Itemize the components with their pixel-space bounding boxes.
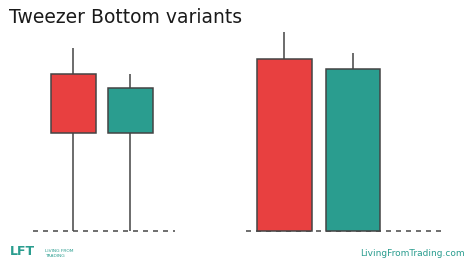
Text: Tweezer Bottom variants: Tweezer Bottom variants — [9, 8, 243, 27]
Text: LIVING FROM
TRADING: LIVING FROM TRADING — [45, 248, 73, 258]
Text: LFT: LFT — [9, 245, 35, 258]
Bar — [257, 59, 311, 231]
Text: LivingFromTrading.com: LivingFromTrading.com — [360, 249, 465, 258]
Bar — [108, 88, 153, 133]
Bar — [51, 74, 96, 133]
Bar — [326, 69, 380, 231]
